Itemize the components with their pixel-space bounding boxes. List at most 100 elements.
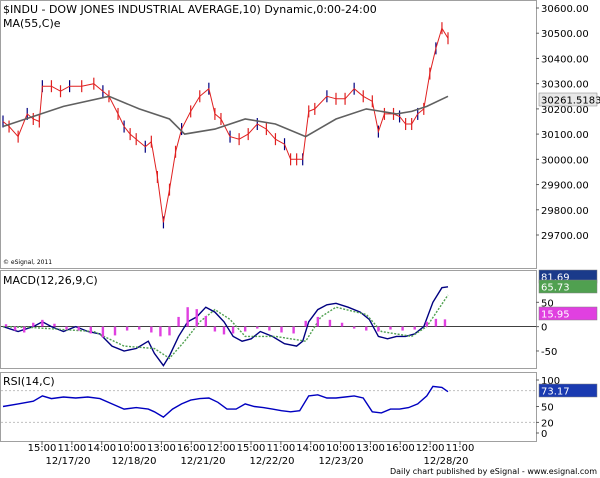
- x-time-label: 16:00: [386, 443, 415, 454]
- histogram-last-value-box: [538, 306, 598, 321]
- x-time-label: 10:00: [326, 443, 355, 454]
- x-date-label: 12/21/20: [181, 456, 226, 467]
- histogram-bar: [177, 316, 180, 327]
- RSI(14,C)-line: [2, 385, 449, 418]
- x-time-label: 15:00: [28, 443, 57, 454]
- y-tick-label: 20: [541, 418, 554, 429]
- y-tick-label: 50: [541, 298, 554, 309]
- macd-last-value: 81.69: [541, 273, 570, 284]
- histogram-bar: [352, 326, 356, 329]
- histogram-bar: [425, 321, 429, 327]
- histogram-bar: [195, 309, 198, 327]
- x-time-label: 11:00: [446, 443, 475, 454]
- histogram-bar: [304, 320, 307, 327]
- price-last-value-box: [538, 92, 598, 107]
- histogram-bar: [22, 326, 26, 333]
- x-date-label: 12/23/20: [319, 456, 364, 467]
- y-tick-label: 100: [541, 376, 560, 387]
- y-tick-label: 30600.00: [541, 4, 589, 15]
- histogram-bar: [389, 326, 392, 330]
- y-tick-label: 0: [541, 323, 547, 334]
- histogram-bar: [204, 315, 208, 327]
- histogram-bar: [32, 322, 35, 327]
- credit-label: © eSignal, 2011: [3, 259, 52, 266]
- histogram-bar: [159, 326, 162, 337]
- histogram-bar: [413, 326, 416, 330]
- price-last-value: 30261.5183: [541, 96, 600, 107]
- histogram-bar: [268, 326, 271, 331]
- macd-title: MACD(12,26,9,C): [3, 274, 98, 287]
- histogram-bar: [125, 326, 129, 331]
- x-time-label: 14:00: [87, 443, 116, 454]
- footer-credit: Daily chart published by eSignal - www.e…: [390, 467, 597, 476]
- price-panel: [0, 0, 537, 269]
- x-time-label: 16:00: [177, 443, 206, 454]
- histogram-bar: [340, 322, 344, 327]
- histogram-bar: [213, 326, 217, 332]
- x-date-label: 12/17/20: [46, 456, 91, 467]
- signal-last-value-box: [538, 279, 598, 294]
- rsi-panel: [0, 372, 537, 442]
- x-time-label: 11:00: [266, 443, 295, 454]
- x-time-label: 11:00: [57, 443, 86, 454]
- y-tick-label: -50: [541, 347, 557, 358]
- histogram-bar: [13, 326, 17, 331]
- histogram-bar: [89, 326, 92, 334]
- histogram-bar: [138, 326, 141, 330]
- histogram-bar: [41, 319, 44, 327]
- histogram-bar: [256, 326, 259, 329]
- price-line: [2, 26, 449, 223]
- histogram-bar: [53, 323, 56, 327]
- histogram-bar: [401, 326, 404, 331]
- x-time-label: 12:00: [207, 443, 236, 454]
- x-time-label: 14:00: [296, 443, 325, 454]
- x-time-label: 10:00: [117, 443, 146, 454]
- y-tick-label: 29800.00: [541, 206, 589, 217]
- histogram-bar: [77, 326, 80, 331]
- rsi-title: RSI(14,C): [3, 375, 55, 388]
- y-tick-label: 29900.00: [541, 181, 589, 192]
- y-tick-label: 30400.00: [541, 54, 589, 65]
- axes: 30600.00 30500.00 30400.00 30300.00 30200.00…: [28, 4, 600, 467]
- histogram-bar: [4, 324, 8, 327]
- x-date-label: 12/28/20: [424, 456, 469, 467]
- y-tick-label: 30100.00: [541, 130, 589, 141]
- histogram-last-value: 15.95: [541, 310, 570, 321]
- histogram-bar: [280, 326, 283, 333]
- histogram-bar: [65, 326, 68, 330]
- histogram-bar: [434, 318, 438, 327]
- macd-line: [2, 286, 449, 367]
- histogram-bar: [168, 326, 171, 336]
- x-time-label: 13:00: [356, 443, 385, 454]
- histogram-bar: [113, 326, 117, 336]
- x-time-label: 12:00: [416, 443, 445, 454]
- x-date-label: 12/22/20: [250, 456, 295, 467]
- signal-last-value: 65.73: [541, 283, 570, 294]
- histogram-bar: [316, 316, 320, 327]
- y-tick-label: 29700.00: [541, 231, 589, 242]
- y-tick-label: 30300.00: [541, 80, 589, 91]
- histogram-bar: [328, 319, 332, 327]
- x-time-label: 15:00: [237, 443, 266, 454]
- ma-label: MA(55,C)e: [3, 17, 61, 30]
- x-time-label: 13:00: [147, 443, 176, 454]
- y-tick-label: 50: [541, 403, 554, 414]
- price-title: $INDU - DOW JONES INDUSTRIAL AVERAGE,10)…: [3, 3, 377, 16]
- y-tick-label: 0: [541, 429, 547, 440]
- histogram-bar: [231, 326, 235, 334]
- histogram-bar: [150, 326, 153, 333]
- rsi-last-value: 73.17: [541, 387, 570, 398]
- ma-line: [2, 95, 449, 138]
- y-tick-label: 30500.00: [541, 29, 589, 40]
- histogram-bar: [101, 326, 105, 338]
- macd-plot: [1, 286, 536, 367]
- y-tick-label: 30200.00: [541, 105, 589, 116]
- histogram-bar: [443, 319, 447, 327]
- histogram-bar: [186, 307, 189, 327]
- rsi-plot: [1, 385, 536, 423]
- x-date-label: 12/18/20: [112, 456, 157, 467]
- histogram-bar: [377, 326, 380, 332]
- histogram-bar: [222, 326, 226, 335]
- y-tick-label: 30000.00: [541, 155, 589, 166]
